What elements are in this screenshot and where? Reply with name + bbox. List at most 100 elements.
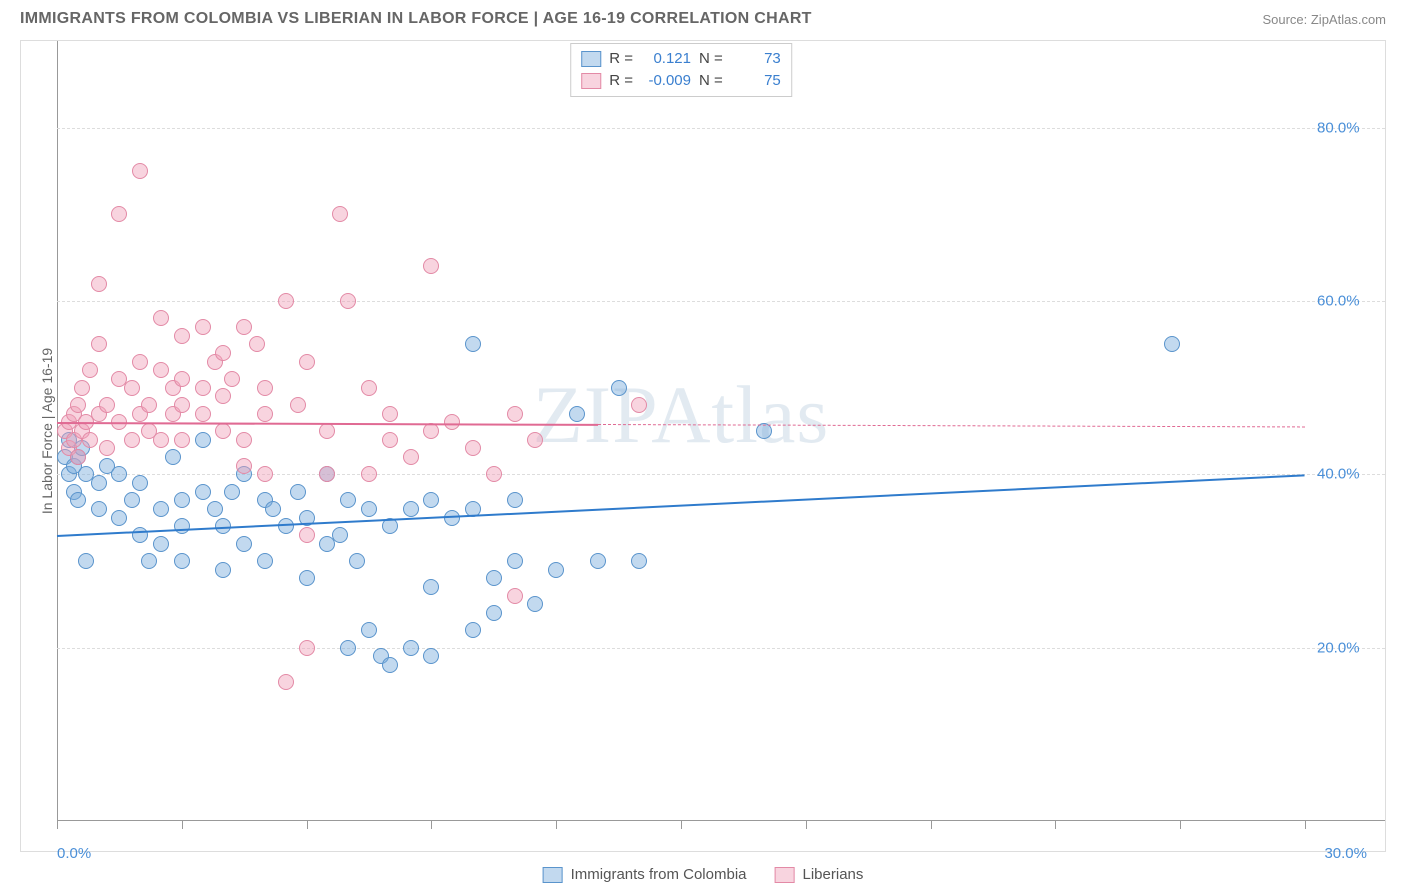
scatter-point [195, 484, 211, 500]
scatter-point [611, 380, 627, 396]
scatter-point [507, 588, 523, 604]
legend-item: Immigrants from Colombia [543, 866, 747, 883]
scatter-point [332, 206, 348, 222]
scatter-point [465, 440, 481, 456]
scatter-point [111, 206, 127, 222]
x-tick [1180, 821, 1181, 829]
scatter-point [132, 163, 148, 179]
scatter-point [548, 562, 564, 578]
scatter-point [174, 432, 190, 448]
stat-n-value: 73 [731, 48, 781, 70]
scatter-point [91, 501, 107, 517]
header: IMMIGRANTS FROM COLOMBIA VS LIBERIAN IN … [0, 0, 1406, 36]
scatter-point [141, 397, 157, 413]
stats-row: R =-0.009N =75 [581, 70, 781, 92]
y-tick-label: 20.0% [1317, 639, 1387, 656]
scatter-point [74, 380, 90, 396]
scatter-point [486, 570, 502, 586]
scatter-point [174, 371, 190, 387]
gridline [57, 648, 1385, 649]
scatter-point [507, 492, 523, 508]
scatter-point [465, 622, 481, 638]
scatter-point [91, 276, 107, 292]
stat-r-value: 0.121 [641, 48, 691, 70]
scatter-point [195, 380, 211, 396]
scatter-point [153, 362, 169, 378]
scatter-point [124, 492, 140, 508]
scatter-point [82, 362, 98, 378]
gridline [57, 128, 1385, 129]
legend-label: Immigrants from Colombia [571, 866, 747, 883]
scatter-point [423, 648, 439, 664]
scatter-point [174, 553, 190, 569]
scatter-point [465, 336, 481, 352]
scatter-point [382, 406, 398, 422]
stat-label: N = [699, 48, 723, 70]
stat-n-value: 75 [731, 70, 781, 92]
stat-label: N = [699, 70, 723, 92]
scatter-point [78, 553, 94, 569]
scatter-point [257, 553, 273, 569]
stats-box: R =0.121N =73R =-0.009N =75 [570, 43, 792, 97]
scatter-point [340, 492, 356, 508]
scatter-point [382, 657, 398, 673]
scatter-point [361, 622, 377, 638]
scatter-point [403, 501, 419, 517]
scatter-point [569, 406, 585, 422]
scatter-point [507, 406, 523, 422]
scatter-point [257, 466, 273, 482]
y-tick-label: 60.0% [1317, 292, 1387, 309]
scatter-point [319, 423, 335, 439]
scatter-point [174, 492, 190, 508]
x-tick [556, 821, 557, 829]
scatter-point [70, 492, 86, 508]
scatter-point [257, 380, 273, 396]
scatter-point [361, 501, 377, 517]
scatter-point [215, 345, 231, 361]
legend-swatch [543, 867, 563, 883]
x-tick-label: 30.0% [1324, 845, 1367, 862]
scatter-point [382, 432, 398, 448]
scatter-point [403, 640, 419, 656]
gridline [57, 301, 1385, 302]
stat-label: R = [609, 48, 633, 70]
scatter-point [257, 406, 273, 422]
x-tick [1305, 821, 1306, 829]
trend-line [57, 474, 1305, 537]
scatter-point [153, 536, 169, 552]
scatter-point [141, 553, 157, 569]
scatter-point [423, 579, 439, 595]
x-tick [431, 821, 432, 829]
scatter-point [174, 397, 190, 413]
scatter-point [153, 501, 169, 517]
scatter-point [403, 449, 419, 465]
y-axis-label: In Labor Force | Age 16-19 [39, 348, 55, 514]
scatter-point [299, 527, 315, 543]
source-label: Source: ZipAtlas.com [1262, 12, 1386, 27]
scatter-point [444, 414, 460, 430]
scatter-point [111, 466, 127, 482]
chart-title: IMMIGRANTS FROM COLOMBIA VS LIBERIAN IN … [20, 10, 812, 28]
scatter-point [290, 397, 306, 413]
scatter-point [153, 310, 169, 326]
scatter-point [319, 466, 335, 482]
scatter-point [631, 553, 647, 569]
scatter-point [70, 397, 86, 413]
scatter-point [236, 319, 252, 335]
scatter-point [224, 371, 240, 387]
scatter-point [174, 328, 190, 344]
scatter-point [215, 388, 231, 404]
scatter-point [236, 536, 252, 552]
x-tick [931, 821, 932, 829]
plot-area: In Labor Force | Age 16-19 ZIPAtlas R =0… [57, 41, 1305, 821]
scatter-point [590, 553, 606, 569]
scatter-point [165, 449, 181, 465]
scatter-point [132, 527, 148, 543]
scatter-point [132, 354, 148, 370]
y-tick-label: 40.0% [1317, 466, 1387, 483]
scatter-point [195, 319, 211, 335]
x-tick [182, 821, 183, 829]
scatter-point [99, 440, 115, 456]
scatter-point [340, 640, 356, 656]
x-tick [681, 821, 682, 829]
